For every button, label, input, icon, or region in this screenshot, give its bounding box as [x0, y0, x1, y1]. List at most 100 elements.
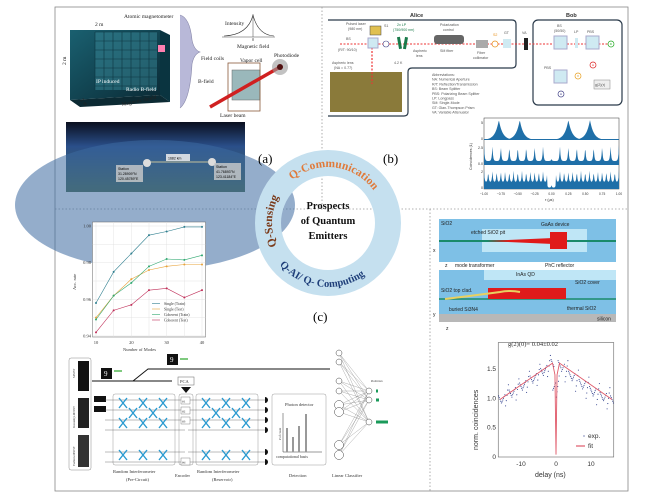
g2-exp-point	[521, 389, 523, 391]
laser-beam-label: Laser beam	[220, 113, 246, 119]
pol-control-label-2: control	[443, 28, 454, 32]
g2-exp-point	[576, 380, 578, 382]
g2-exp-point	[612, 400, 614, 402]
aspheric-lens-label-2: lens	[416, 54, 423, 58]
g2-exp-point	[569, 374, 571, 376]
acc-ytick: 0.94	[83, 334, 92, 339]
acc-point	[165, 230, 168, 233]
g2-exp-point	[528, 376, 530, 378]
g2-exp-point	[586, 392, 588, 394]
station-right-lat: 41.76893°N	[216, 170, 235, 174]
pulsed-laser-wavelength: (980 nm)	[348, 27, 362, 31]
g2-exp-point	[513, 390, 515, 392]
g2-exp-point	[558, 375, 560, 377]
acc-point	[130, 281, 133, 284]
basis-axis-label: computational basis	[276, 454, 308, 459]
g2-exp-point	[577, 369, 579, 371]
beam-splitter-icon	[138, 449, 148, 461]
acc-point	[165, 258, 168, 260]
nn-connection	[338, 380, 370, 401]
acc-point	[95, 302, 97, 304]
g2-xtick: 0	[554, 461, 558, 468]
g2-exp-point	[502, 397, 505, 399]
legend-label: Coherent (Train)	[164, 313, 190, 317]
prediction-bar	[376, 389, 378, 393]
g2-exp-point	[523, 385, 525, 387]
panel-a-earth-link: 1682 km Station 31.28909°N 120.45789°E S…	[15, 122, 295, 270]
coincidence-xtick: −1.00	[480, 192, 488, 196]
g2-exp-point	[591, 391, 593, 393]
station-right-lon: 123.41184°E	[216, 175, 237, 179]
g2-title: g(2)(0)= 0.04±0.02	[508, 341, 558, 348]
acc-xlabel: Number of Modes	[123, 347, 156, 352]
g2-ytick: 0	[492, 454, 496, 461]
lp-wavelength: (750/900 nm)	[393, 28, 414, 32]
beam-splitter-icon	[241, 449, 251, 461]
magnetic-field-label: Magnetic field	[237, 43, 269, 50]
beam-splitter-icon	[158, 417, 168, 429]
coincidence-frame	[483, 117, 620, 190]
g2-exp-point	[514, 387, 516, 389]
g2-exp-point	[531, 380, 533, 382]
gt-label: GT	[504, 31, 510, 35]
g2-exp-point	[603, 398, 605, 400]
nn-connection	[338, 399, 370, 456]
g2-exp-point	[533, 380, 535, 382]
g2-exp-point	[541, 371, 543, 373]
detector-a-label: A	[592, 63, 594, 67]
abbreviation-item: BS: Beam Splitter	[432, 87, 461, 91]
acc-point	[148, 265, 150, 268]
width-label: 2 m	[95, 22, 104, 28]
beam-splitter-icon	[128, 407, 138, 419]
beam-splitter-icon	[138, 417, 148, 429]
acc-point	[112, 294, 115, 297]
theta-label: θd	[182, 461, 186, 465]
depth-label: 2 m	[78, 97, 88, 108]
g2-exp-point	[542, 373, 544, 375]
g2-exp-point	[600, 395, 603, 397]
g2-exp-point	[505, 405, 507, 407]
g2-exp-point	[500, 402, 502, 404]
g2-fit-line	[499, 362, 613, 455]
g2-exp-point	[547, 376, 549, 378]
center-title-2: of Quantum	[301, 216, 356, 227]
beam-splitter-icon	[158, 449, 168, 461]
abbreviation-item: LP: Longpass	[432, 97, 454, 101]
acc-point	[201, 289, 203, 292]
g2-exp-point	[585, 397, 587, 399]
beam-splitter-icon	[221, 449, 231, 461]
temperature-label: 4.2 K	[394, 61, 403, 65]
beam-splitter-icon	[241, 397, 251, 409]
g2-exp-point	[518, 378, 520, 380]
sio2-cover-label: SiO2 cover	[575, 280, 600, 286]
g2-exp-point	[609, 387, 611, 389]
nn-connection	[338, 361, 370, 392]
acc-point	[112, 309, 115, 312]
phase-encoder	[180, 457, 191, 466]
g2-exp-point	[507, 389, 509, 391]
beam-splitter-icon	[158, 397, 168, 409]
g2-exp-point	[593, 393, 595, 395]
beam-splitter-icon	[138, 397, 148, 409]
acc-point	[165, 287, 168, 290]
aspheric-lens-na-label: Aspheric lens	[332, 61, 354, 65]
gaas-device-label: GaAs device	[541, 222, 570, 228]
g2-exp-point	[596, 398, 598, 401]
nn-connection	[338, 404, 370, 423]
acc-xtick: 40	[200, 340, 205, 345]
g2-exp-point	[598, 388, 600, 390]
g2-exp-point	[610, 397, 612, 399]
coincidence-ytick: 2.5	[478, 146, 483, 150]
acc-xtick: 20	[129, 340, 134, 345]
theta-label: θ2	[182, 410, 186, 414]
detector-icon	[265, 417, 268, 423]
g2-exp-point	[607, 397, 610, 399]
g2-exp-point	[519, 382, 521, 384]
phc-reflector-label: PhC reflector	[545, 263, 575, 269]
intensity-label: Intensity	[225, 21, 244, 27]
coincidence-xtick: −0.50	[514, 192, 522, 196]
g2-exp-point	[549, 360, 551, 362]
z-axis-label: z	[445, 263, 448, 269]
inas-qd-label: InAs QD	[516, 272, 535, 278]
